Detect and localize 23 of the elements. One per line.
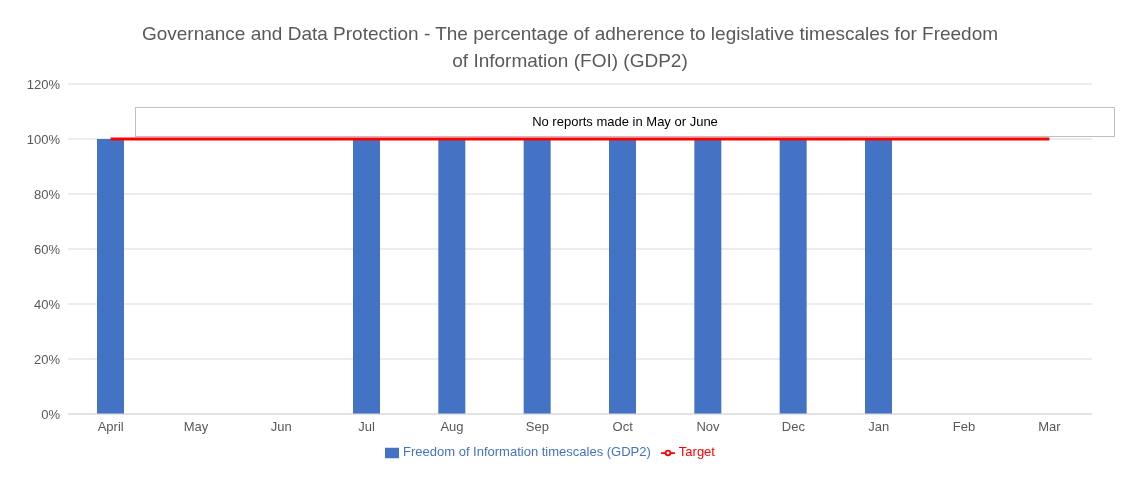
x-tick-label: April [97,419,124,435]
legend-label: Freedom of Information timescales (GDP2) [403,444,651,459]
y-tick-label: 120% [26,76,61,92]
x-tick-label: Jun [270,419,292,435]
y-tick-label: 80% [33,186,61,202]
x-tick-label: Jul [358,419,376,435]
x-tick-label: Oct [612,419,634,435]
legend-label: Target [678,444,715,459]
x-tick-label: May [183,419,209,435]
y-tick-label: 20% [33,351,61,367]
x-tick-label: Sep [525,419,549,435]
x-tick-label: Dec [781,419,806,435]
note-box: No reports made in May or June [135,107,1115,137]
y-tick-label: 100% [26,131,61,147]
x-tick-label: Jan [868,419,890,435]
x-tick-label: Nov [696,419,721,435]
x-tick-label: Feb [952,419,976,435]
y-tick-label: 0% [41,406,61,422]
x-tick-label: Mar [1038,419,1062,435]
x-tick-label: Aug [440,419,464,435]
chart-title: Governance and Data Protection - The percentage of adherence to legislative timescales for Freedom of Information (FOI) (GDP2) [140,22,1000,73]
y-tick-label: 40% [33,296,61,312]
y-tick-label: 60% [33,241,61,257]
